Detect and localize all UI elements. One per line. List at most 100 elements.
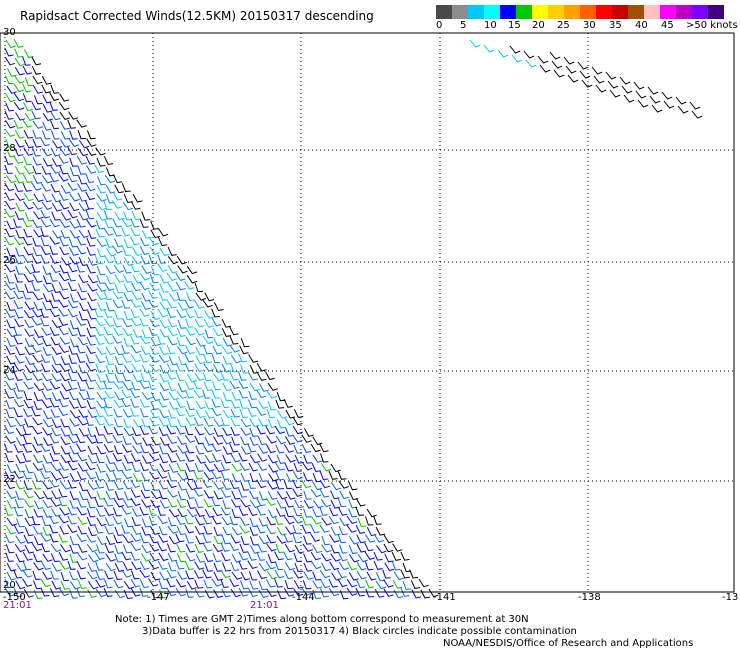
- wind-barb: [238, 551, 249, 561]
- wind-barb: [114, 589, 125, 599]
- wind-barb: [211, 515, 222, 525]
- wind-barb: [33, 193, 44, 203]
- wind-barb: [67, 380, 77, 390]
- wind-barb: [31, 56, 42, 66]
- wind-barb: [15, 553, 25, 563]
- wind-barb: [212, 543, 223, 553]
- wind-barb: [24, 527, 34, 537]
- wind-barb: [312, 571, 322, 581]
- wind-barb: [284, 543, 295, 553]
- scale-swatch: [612, 5, 628, 19]
- wind-barb: [60, 130, 71, 140]
- wind-barb: [213, 337, 223, 347]
- wind-barb: [51, 283, 61, 293]
- wind-barb: [177, 319, 187, 329]
- wind-barb: [193, 470, 203, 480]
- wind-barb: [32, 354, 43, 363]
- wind-barb: [41, 517, 51, 527]
- wind-barb: [176, 436, 187, 445]
- wind-barb: [176, 291, 185, 301]
- wind-barb: [6, 85, 17, 94]
- wind-barb: [328, 587, 340, 597]
- wind-barb: [22, 56, 31, 66]
- wind-barb: [95, 561, 104, 571]
- wind-barb: [42, 346, 52, 356]
- wind-barb: [292, 479, 302, 489]
- wind-barb: [140, 301, 151, 310]
- wind-barb: [247, 407, 257, 417]
- wind-barb: [41, 327, 52, 336]
- wind-barb: [6, 274, 15, 284]
- wind-barb: [60, 185, 71, 194]
- wind-barb: [184, 281, 195, 290]
- wind-barb: [121, 444, 132, 453]
- wind-barb: [176, 543, 186, 553]
- wind-barb: [140, 255, 150, 265]
- wind-barb: [15, 382, 24, 392]
- wind-barb: [130, 542, 141, 552]
- wind-barb: [49, 533, 59, 543]
- wind-barb: [373, 560, 383, 570]
- map-title: Rapidsact Corrected Winds(12.5KM) 201503…: [20, 9, 374, 23]
- wind-barb: [5, 201, 16, 210]
- wind-barb: [310, 560, 322, 570]
- wind-barb: [103, 210, 113, 220]
- wind-barb: [141, 455, 152, 464]
- wind-barb: [59, 372, 70, 382]
- wind-barb: [319, 443, 329, 453]
- plot-frame: [0, 32, 735, 593]
- wind-barb: [338, 526, 348, 536]
- wind-barb: [231, 473, 241, 483]
- wind-barb: [42, 94, 52, 104]
- wind-barb: [86, 336, 96, 346]
- wind-barb: [581, 79, 593, 88]
- wind-barb: [142, 437, 152, 446]
- wind-barb: [211, 453, 222, 462]
- wind-barb: [348, 554, 360, 563]
- wind-barb: [49, 452, 59, 462]
- wind-barb: [364, 551, 375, 560]
- wind-barb: [23, 589, 34, 598]
- wind-barb: [87, 481, 98, 490]
- wind-barb: [148, 506, 157, 516]
- wind-barb: [86, 327, 96, 337]
- wind-barb: [42, 130, 51, 140]
- wind-barb: [148, 290, 158, 299]
- wind-barb: [256, 407, 267, 416]
- wind-barb: [204, 589, 215, 599]
- wind-barb: [51, 211, 61, 221]
- wind-barb: [86, 489, 97, 499]
- wind-barb: [15, 265, 24, 275]
- wind-barb: [86, 499, 96, 509]
- wind-barb: [67, 524, 78, 533]
- wind-barb: [150, 400, 160, 410]
- wind-barb: [42, 553, 53, 562]
- wind-barb: [22, 236, 33, 246]
- wind-barb: [400, 551, 410, 561]
- wind-barb: [321, 544, 332, 553]
- wind-barb: [141, 499, 152, 508]
- wind-barb: [85, 380, 95, 390]
- wind-barb: [238, 389, 248, 399]
- wind-barb: [346, 515, 357, 524]
- wind-barb: [195, 445, 205, 455]
- wind-barb: [87, 310, 97, 320]
- wind-barb: [14, 130, 25, 139]
- wind-barb: [266, 525, 276, 535]
- wind-barb: [77, 399, 87, 409]
- wind-barb: [148, 462, 159, 472]
- wind-barb: [50, 336, 61, 346]
- wind-barb: [185, 292, 195, 302]
- wind-barb: [239, 408, 248, 418]
- note-line-3: NOAA/NESDIS/Office of Research and Appli…: [443, 638, 694, 649]
- wind-barb: [85, 210, 95, 220]
- wind-barb: [267, 553, 277, 564]
- wind-barb: [148, 516, 158, 526]
- wind-barb: [4, 236, 15, 246]
- wind-barb: [266, 534, 276, 544]
- wind-barb: [355, 579, 366, 589]
- wind-barb: [266, 516, 276, 526]
- wind-barb: [85, 182, 96, 192]
- wind-barb: [22, 254, 33, 264]
- wind-barb: [24, 112, 36, 121]
